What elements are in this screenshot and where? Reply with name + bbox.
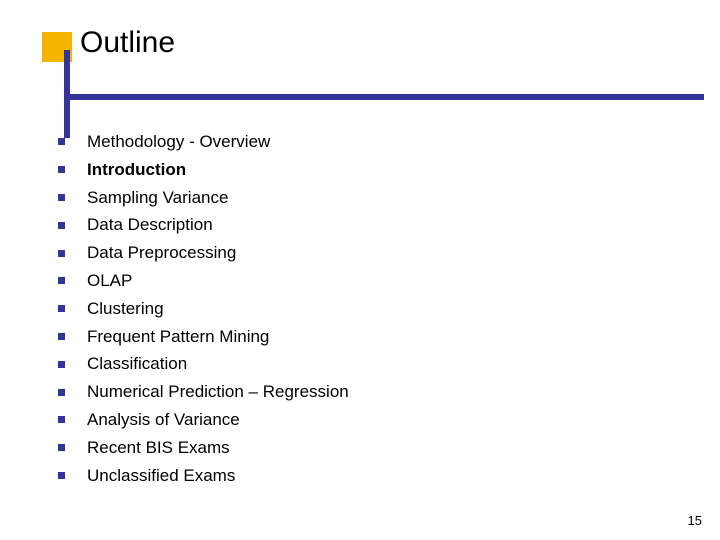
square-bullet-icon xyxy=(58,277,65,284)
outline-item: OLAP xyxy=(58,269,349,293)
square-bullet-icon xyxy=(58,444,65,451)
square-bullet-icon xyxy=(58,222,65,229)
outline-item-label: Classification xyxy=(87,352,187,376)
outline-item-label: Unclassified Exams xyxy=(87,464,235,488)
outline-item: Unclassified Exams xyxy=(58,464,349,488)
square-bullet-icon xyxy=(58,305,65,312)
slide-container: Outline Methodology - Overview Introducti… xyxy=(0,0,720,540)
outline-item-label: Introduction xyxy=(87,158,186,182)
outline-item: Recent BIS Exams xyxy=(58,436,349,460)
outline-item: Introduction xyxy=(58,158,349,182)
square-bullet-icon xyxy=(58,333,65,340)
outline-item-label: OLAP xyxy=(87,269,132,293)
outline-item-label: Data Description xyxy=(87,213,213,237)
outline-item: Sampling Variance xyxy=(58,186,349,210)
outline-item: Data Description xyxy=(58,213,349,237)
square-bullet-icon xyxy=(58,166,65,173)
outline-item: Frequent Pattern Mining xyxy=(58,325,349,349)
outline-item-label: Clustering xyxy=(87,297,164,321)
outline-item-label: Data Preprocessing xyxy=(87,241,236,265)
square-bullet-icon xyxy=(58,416,65,423)
square-bullet-icon xyxy=(58,472,65,479)
page-number: 15 xyxy=(688,513,702,528)
outline-item-label: Numerical Prediction – Regression xyxy=(87,380,349,404)
outline-item: Clustering xyxy=(58,297,349,321)
outline-item-label: Methodology - Overview xyxy=(87,130,270,154)
square-bullet-icon xyxy=(58,361,65,368)
square-bullet-icon xyxy=(58,250,65,257)
square-bullet-icon xyxy=(58,138,65,145)
outline-item: Methodology - Overview xyxy=(58,130,349,154)
outline-item: Data Preprocessing xyxy=(58,241,349,265)
outline-item-label: Analysis of Variance xyxy=(87,408,240,432)
outline-item: Analysis of Variance xyxy=(58,408,349,432)
outline-item-label: Frequent Pattern Mining xyxy=(87,325,269,349)
decoration-blue-horizontal xyxy=(64,94,704,100)
outline-item: Classification xyxy=(58,352,349,376)
square-bullet-icon xyxy=(58,389,65,396)
outline-item-label: Recent BIS Exams xyxy=(87,436,230,460)
outline-item: Numerical Prediction – Regression xyxy=(58,380,349,404)
outline-list: Methodology - Overview Introduction Sampli… xyxy=(58,130,349,491)
outline-item-label: Sampling Variance xyxy=(87,186,228,210)
square-bullet-icon xyxy=(58,194,65,201)
slide-title: Outline xyxy=(80,26,175,60)
